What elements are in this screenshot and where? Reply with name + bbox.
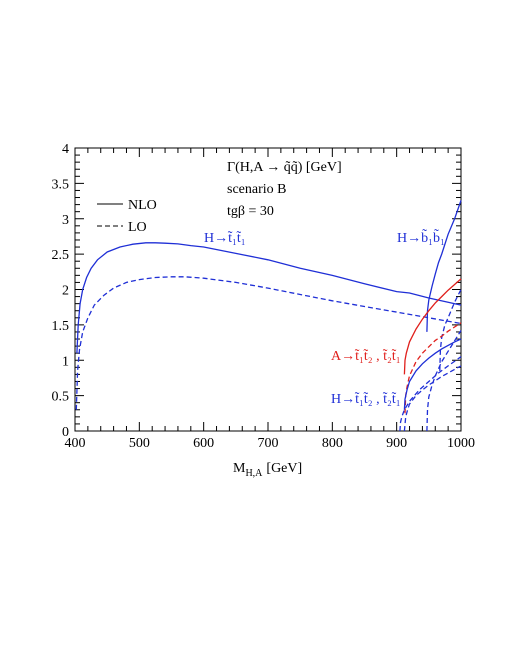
x-tick-label: 800	[322, 436, 343, 451]
axis-ticks: 400 500 600 700 800 900 1000 0 0.5 1 1.5 2 2.5 3 3.5 4	[52, 142, 476, 451]
series-layer	[75, 200, 462, 432]
x-tick-label: 400	[65, 436, 86, 451]
x-tick-label: 600	[193, 436, 214, 451]
y-tick-label: 1	[62, 354, 69, 369]
series-h-t1t2-lo	[403, 365, 462, 432]
y-tick-label: 1.5	[52, 319, 70, 334]
x-axis-label-main: M	[233, 461, 246, 476]
annotation-h-t1t1: H→t̃₁t̃₁	[204, 231, 246, 246]
x-axis-label-sub: H,A	[245, 468, 263, 479]
x-tick-label: 900	[386, 436, 407, 451]
y-tick-label: 0	[62, 425, 69, 440]
series-h-t1t1-lo	[75, 276, 462, 410]
x-tick-label: 500	[129, 436, 150, 451]
y-tick-label: 2.5	[52, 248, 70, 263]
title-line-1: Γ(H,A → q̃q̃) [GeV]	[227, 160, 342, 175]
y-tick-label: 3.5	[52, 177, 70, 192]
y-tick-label: 2	[62, 284, 69, 299]
series-h-t1t2-low-lo	[399, 356, 462, 432]
x-axis-label: MH,A [GeV]	[233, 461, 302, 479]
title-line-3: tgβ = 30	[227, 204, 274, 219]
y-tick-label: 0.5	[52, 390, 70, 405]
series-h-t1t1-nlo	[76, 242, 462, 354]
y-tick-label: 4	[62, 142, 69, 157]
annotation-a-t1t2: A→t̃₁t̃₂ , t̃₂t̃₁	[331, 349, 401, 364]
x-tick-label: 700	[258, 436, 279, 451]
annotation-h-b1b1: H→b̃₁b̃₁	[397, 229, 445, 246]
y-tick-label: 3	[62, 213, 69, 228]
series-h-t1t2-nlo	[403, 338, 462, 410]
legend-lo-label: LO	[128, 220, 147, 235]
annotation-h-t1t2: H→t̃₁t̃₂ , t̃₂t̃₁	[331, 392, 401, 407]
series-h-b1b1-nlo	[426, 200, 462, 332]
x-tick-label: 1000	[447, 436, 475, 451]
legend-nlo-label: NLO	[128, 198, 157, 213]
series-h-b1b1-low-lo	[426, 330, 462, 432]
title-line-2: scenario B	[227, 182, 286, 197]
x-axis-label-unit: [GeV]	[266, 461, 302, 476]
series-a-t1t2-nlo	[403, 278, 462, 375]
